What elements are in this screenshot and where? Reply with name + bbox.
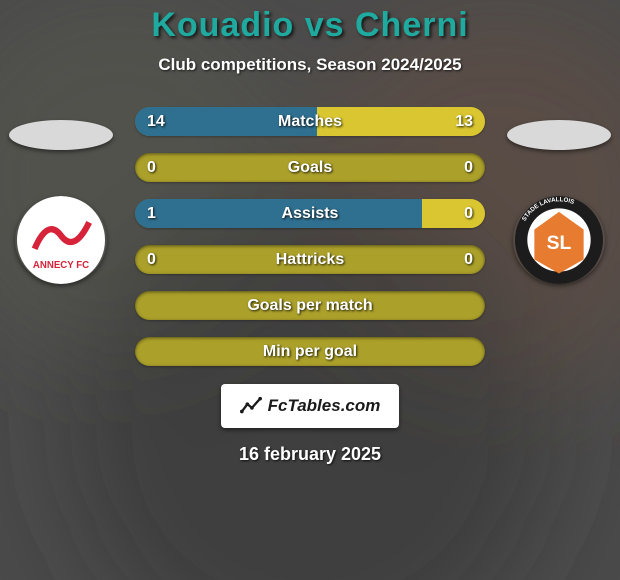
date-text: 16 february 2025 — [239, 444, 381, 465]
club-badge-left: ANNECY FC — [15, 196, 107, 284]
left-player-column: ANNECY FC — [6, 120, 116, 284]
brand-box[interactable]: FcTables.com — [221, 384, 399, 428]
subtitle: Club competitions, Season 2024/2025 — [158, 55, 461, 75]
stat-label: Goals per match — [135, 291, 485, 320]
player-photo-placeholder-right — [507, 120, 611, 150]
right-player-column: SL STADE LAVALLOIS — [504, 120, 614, 284]
stat-label: Goals — [135, 153, 485, 182]
player-photo-placeholder-left — [9, 120, 113, 150]
stat-row: 10Assists — [135, 199, 485, 228]
brand-chart-icon — [240, 395, 262, 417]
stat-row: 00Hattricks — [135, 245, 485, 274]
stat-label: Assists — [135, 199, 485, 228]
stat-row: Goals per match — [135, 291, 485, 320]
stats-panel: 1413Matches 00Goals 10Assists 00Hattricks Go… — [135, 107, 485, 366]
page-title: Kouadio vs Cherni — [151, 6, 468, 45]
stat-row: 1413Matches — [135, 107, 485, 136]
club-badge-right: SL STADE LAVALLOIS — [513, 196, 605, 284]
stat-label: Hattricks — [135, 245, 485, 274]
brand-text: FcTables.com — [268, 396, 381, 416]
stat-row: 00Goals — [135, 153, 485, 182]
stat-row: Min per goal — [135, 337, 485, 366]
svg-text:ANNECY FC: ANNECY FC — [33, 260, 89, 271]
stat-label: Matches — [135, 107, 485, 136]
stat-label: Min per goal — [135, 337, 485, 366]
svg-text:SL: SL — [547, 232, 572, 254]
